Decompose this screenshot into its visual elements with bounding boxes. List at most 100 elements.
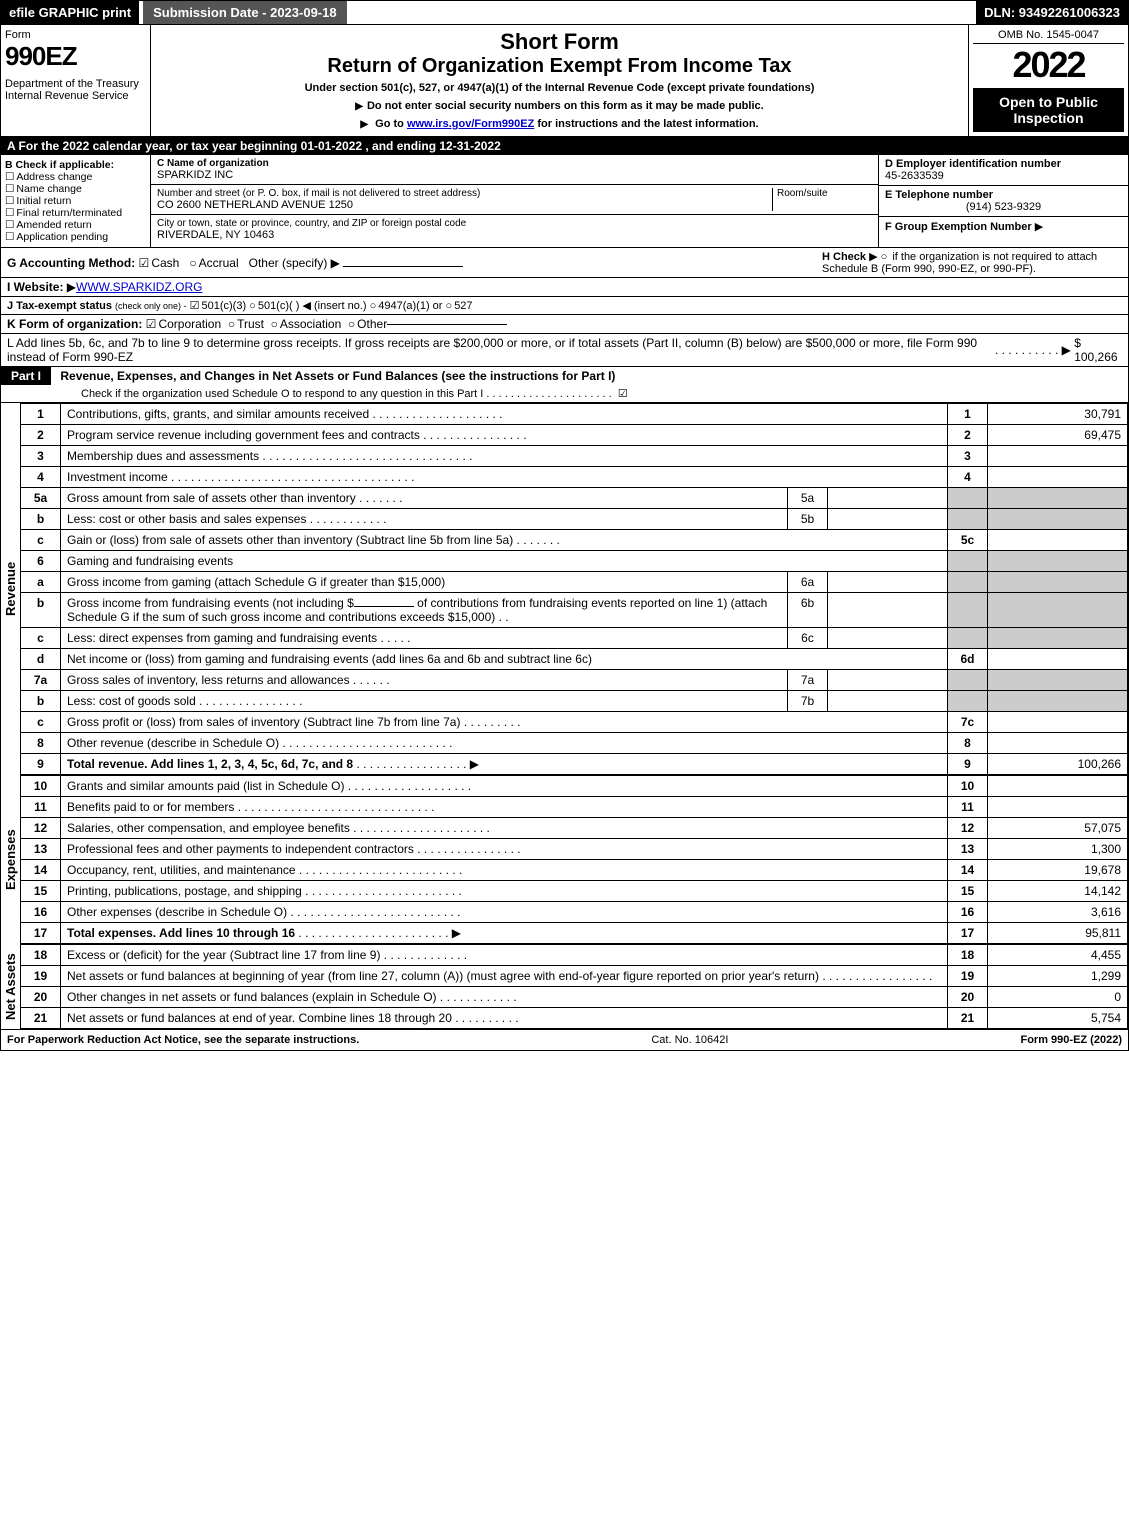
- line-j: J Tax-exempt status (check only one) - 5…: [1, 297, 1128, 315]
- table-row: 14Occupancy, rent, utilities, and mainte…: [21, 860, 1128, 881]
- chk-501c[interactable]: [249, 300, 258, 312]
- goto-notice: Go to www.irs.gov/Form990EZ for instruct…: [159, 118, 960, 130]
- city-label: City or town, state or province, country…: [157, 218, 872, 229]
- street-value: CO 2600 NETHERLAND AVENUE 1250: [157, 199, 772, 211]
- room-label: Room/suite: [772, 188, 872, 211]
- box-c: C Name of organization SPARKIDZ INC Numb…: [151, 155, 878, 247]
- header-center: Short Form Return of Organization Exempt…: [151, 25, 968, 136]
- table-row: cGain or (loss) from sale of assets othe…: [21, 530, 1128, 551]
- group-cell: F Group Exemption Number ▶: [879, 217, 1128, 236]
- tel-label: E Telephone number: [885, 189, 1122, 201]
- chk-sched-o[interactable]: [618, 388, 630, 400]
- expenses-sidebar: Expenses: [1, 775, 20, 944]
- tel-cell: E Telephone number (914) 523-9329: [879, 186, 1128, 217]
- city-cell: City or town, state or province, country…: [151, 215, 878, 244]
- chk-501c3[interactable]: [190, 299, 202, 312]
- box-def: D Employer identification number 45-2633…: [878, 155, 1128, 247]
- chk-cash[interactable]: [139, 256, 152, 270]
- table-row: bGross income from fundraising events (n…: [21, 593, 1128, 628]
- chk-final[interactable]: Final return/terminated: [5, 207, 146, 219]
- open-public-badge: Open to Public Inspection: [973, 88, 1124, 132]
- efile-print-button[interactable]: efile GRAPHIC print: [1, 1, 139, 24]
- table-row: 20Other changes in net assets or fund ba…: [21, 987, 1128, 1008]
- g-label: G Accounting Method:: [7, 256, 135, 270]
- irs-label: Internal Revenue Service: [5, 90, 146, 102]
- table-row: 4Investment income . . . . . . . . . . .…: [21, 467, 1128, 488]
- top-bar: efile GRAPHIC print Submission Date - 20…: [1, 1, 1128, 25]
- omb-number: OMB No. 1545-0047: [973, 29, 1124, 44]
- h-label: H Check: [822, 251, 866, 263]
- box-b: B Check if applicable: Address change Na…: [1, 155, 151, 247]
- street-label: Number and street (or P. O. box, if mail…: [157, 188, 772, 199]
- chk-address[interactable]: Address change: [5, 171, 146, 183]
- table-row: 1Contributions, gifts, grants, and simil…: [21, 404, 1128, 425]
- footer-left: For Paperwork Reduction Act Notice, see …: [7, 1034, 359, 1046]
- table-row: aGross income from gaming (attach Schedu…: [21, 572, 1128, 593]
- tel-value: (914) 523-9329: [885, 201, 1122, 213]
- chk-527[interactable]: [446, 300, 455, 312]
- table-row: 12Salaries, other compensation, and empl…: [21, 818, 1128, 839]
- revenue-sidebar: Revenue: [1, 403, 20, 775]
- k-label: K Form of organization:: [7, 317, 142, 331]
- table-row: 16Other expenses (describe in Schedule O…: [21, 902, 1128, 923]
- netassets-table: 18Excess or (deficit) for the year (Subt…: [20, 944, 1128, 1029]
- chk-corp[interactable]: [146, 317, 159, 331]
- part1-label: Part I: [1, 367, 51, 385]
- table-row: 18Excess or (deficit) for the year (Subt…: [21, 945, 1128, 966]
- chk-other-org[interactable]: [348, 317, 357, 331]
- chk-trust[interactable]: [228, 317, 237, 331]
- website-link[interactable]: WWW.SPARKIDZ.ORG: [76, 280, 202, 294]
- chk-assoc[interactable]: [271, 317, 280, 331]
- header-left: Form 990EZ Department of the Treasury In…: [1, 25, 151, 136]
- footer-cat: Cat. No. 10642I: [651, 1034, 728, 1046]
- dln: DLN: 93492261006323: [976, 1, 1128, 24]
- form-page: efile GRAPHIC print Submission Date - 20…: [0, 0, 1129, 1051]
- line-i: I Website: ▶ WWW.SPARKIDZ.ORG: [1, 278, 1128, 297]
- l-text: L Add lines 5b, 6c, and 7b to line 9 to …: [7, 336, 992, 364]
- goto-post: for instructions and the latest informat…: [537, 118, 758, 130]
- footer-right: Form 990-EZ (2022): [1020, 1034, 1122, 1046]
- chk-initial[interactable]: Initial return: [5, 195, 146, 207]
- expenses-table: 10Grants and similar amounts paid (list …: [20, 775, 1128, 944]
- submission-date: Submission Date - 2023-09-18: [143, 1, 347, 24]
- box-b-label: B Check if applicable:: [5, 159, 146, 171]
- city-value: RIVERDALE, NY 10463: [157, 229, 872, 241]
- section-bcdef: B Check if applicable: Address change Na…: [1, 155, 1128, 248]
- table-row: 3Membership dues and assessments . . . .…: [21, 446, 1128, 467]
- table-row: 9Total revenue. Add lines 1, 2, 3, 4, 5c…: [21, 754, 1128, 775]
- line-l: L Add lines 5b, 6c, and 7b to line 9 to …: [1, 334, 1128, 366]
- return-title: Return of Organization Exempt From Incom…: [159, 55, 960, 78]
- table-row: 17Total expenses. Add lines 10 through 1…: [21, 923, 1128, 944]
- org-name: SPARKIDZ INC: [157, 169, 872, 181]
- table-row: 8Other revenue (describe in Schedule O) …: [21, 733, 1128, 754]
- chk-sched-b[interactable]: [881, 251, 890, 263]
- revenue-block: Revenue 1Contributions, gifts, grants, a…: [1, 403, 1128, 775]
- page-footer: For Paperwork Reduction Act Notice, see …: [1, 1029, 1128, 1050]
- line-g: G Accounting Method: Cash Accrual Other …: [7, 256, 463, 270]
- line-g-h: G Accounting Method: Cash Accrual Other …: [1, 248, 1128, 278]
- expenses-block: Expenses 10Grants and similar amounts pa…: [1, 775, 1128, 944]
- goto-pre: Go to: [375, 118, 407, 130]
- irs-link[interactable]: www.irs.gov/Form990EZ: [407, 118, 534, 130]
- chk-4947[interactable]: [370, 300, 379, 312]
- table-row: 13Professional fees and other payments t…: [21, 839, 1128, 860]
- org-name-label: C Name of organization: [157, 158, 872, 169]
- l-amount: $ 100,266: [1074, 336, 1122, 364]
- group-arrow-icon: ▶: [1035, 221, 1043, 233]
- table-row: 19Net assets or fund balances at beginni…: [21, 966, 1128, 987]
- ein-cell: D Employer identification number 45-2633…: [879, 155, 1128, 186]
- revenue-table: 1Contributions, gifts, grants, and simil…: [20, 403, 1128, 775]
- form-number: 990EZ: [5, 41, 146, 72]
- table-row: cLess: direct expenses from gaming and f…: [21, 628, 1128, 649]
- chk-pending[interactable]: Application pending: [5, 231, 146, 243]
- chk-accrual[interactable]: [189, 256, 198, 270]
- j-label: J Tax-exempt status: [7, 300, 112, 312]
- dept-treasury: Department of the Treasury: [5, 78, 146, 90]
- group-label: F Group Exemption Number: [885, 221, 1032, 233]
- table-row: 2Program service revenue including gover…: [21, 425, 1128, 446]
- chk-amended[interactable]: Amended return: [5, 219, 146, 231]
- table-row: 15Printing, publications, postage, and s…: [21, 881, 1128, 902]
- chk-name[interactable]: Name change: [5, 183, 146, 195]
- ein-value: 45-2633539: [885, 170, 1122, 182]
- netassets-sidebar: Net Assets: [1, 944, 20, 1029]
